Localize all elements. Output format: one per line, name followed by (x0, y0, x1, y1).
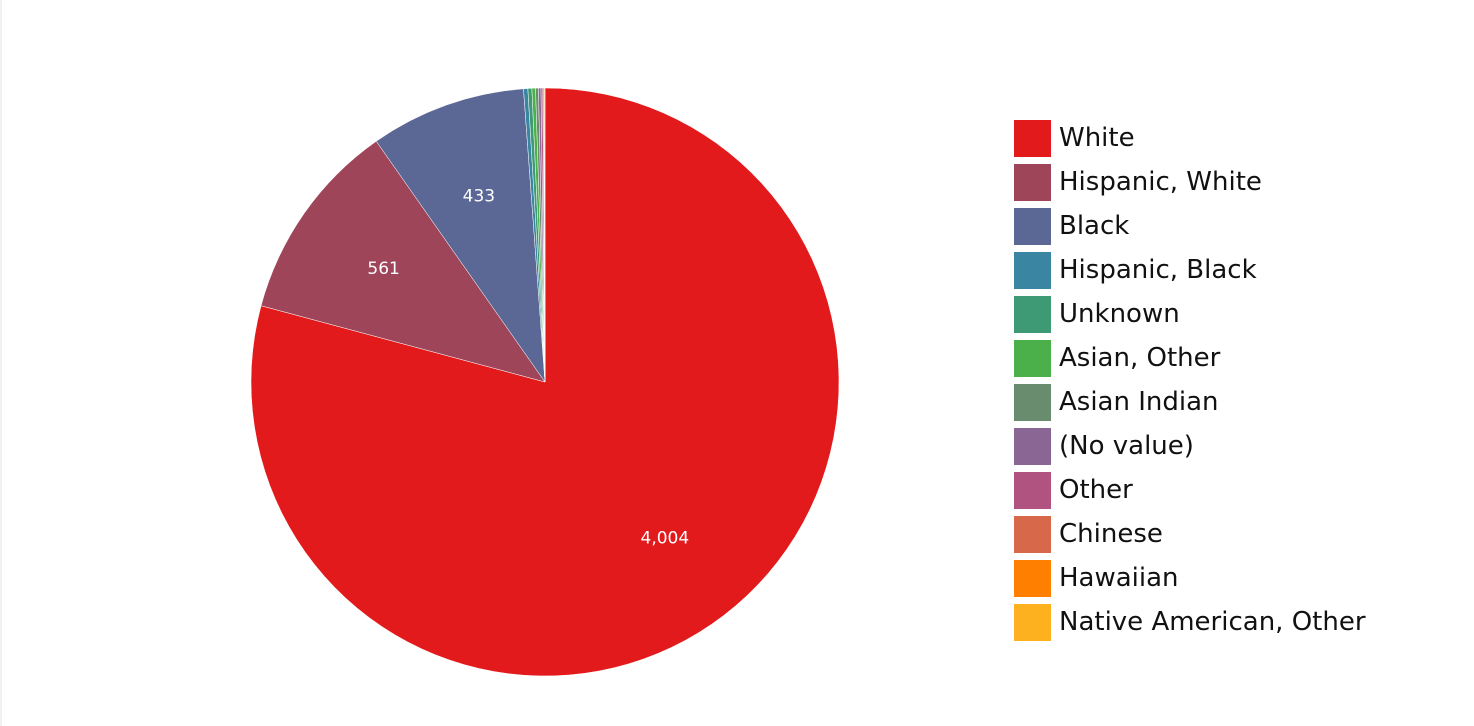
legend-item[interactable]: (No value) (1014, 424, 1366, 468)
legend-item[interactable]: Other (1014, 468, 1366, 512)
legend-swatch (1014, 515, 1051, 553)
legend-swatch (1014, 603, 1051, 641)
legend-label: Unknown (1059, 299, 1180, 329)
slice-data-label: 4,004 (641, 528, 690, 548)
legend-item[interactable]: Hawaiian (1014, 556, 1366, 600)
pie-slices (250, 87, 840, 677)
legend-item[interactable]: Asian, Other (1014, 336, 1366, 380)
legend-item[interactable]: Native American, Other (1014, 600, 1366, 644)
legend-swatch (1014, 427, 1051, 465)
legend-label: Native American, Other (1059, 607, 1366, 637)
legend-item[interactable]: Chinese (1014, 512, 1366, 556)
pie-slice-hispanic-white[interactable] (260, 140, 546, 383)
legend: White Hispanic, White Black Hispanic, Black… (1014, 116, 1366, 644)
legend-label: Asian, Other (1059, 343, 1221, 373)
slice-data-label: 561 (367, 259, 399, 279)
legend-label: Chinese (1059, 519, 1163, 549)
slice-data-label: 433 (463, 186, 495, 206)
legend-swatch (1014, 471, 1051, 509)
legend-item[interactable]: Hispanic, Black (1014, 248, 1366, 292)
legend-label: Other (1059, 475, 1133, 505)
legend-item[interactable]: White (1014, 116, 1366, 160)
legend-label: White (1059, 123, 1135, 153)
legend-item[interactable]: Asian Indian (1014, 380, 1366, 424)
legend-swatch (1014, 295, 1051, 333)
pie-slice-labels: 4,004 561 433 (367, 186, 689, 548)
legend-swatch (1014, 207, 1051, 245)
legend-swatch (1014, 119, 1051, 157)
legend-swatch (1014, 339, 1051, 377)
legend-swatch (1014, 163, 1051, 201)
pie-slice-black[interactable] (375, 88, 546, 383)
legend-item[interactable]: Black (1014, 204, 1366, 248)
legend-label: Black (1059, 211, 1130, 241)
legend-item[interactable]: Unknown (1014, 292, 1366, 336)
legend-item[interactable]: Hispanic, White (1014, 160, 1366, 204)
legend-swatch (1014, 251, 1051, 289)
legend-label: Hawaiian (1059, 563, 1179, 593)
legend-label: (No value) (1059, 431, 1194, 461)
legend-swatch (1014, 383, 1051, 421)
legend-label: Hispanic, White (1059, 167, 1262, 197)
legend-label: Hispanic, Black (1059, 255, 1257, 285)
legend-label: Asian Indian (1059, 387, 1219, 417)
legend-swatch (1014, 559, 1051, 597)
